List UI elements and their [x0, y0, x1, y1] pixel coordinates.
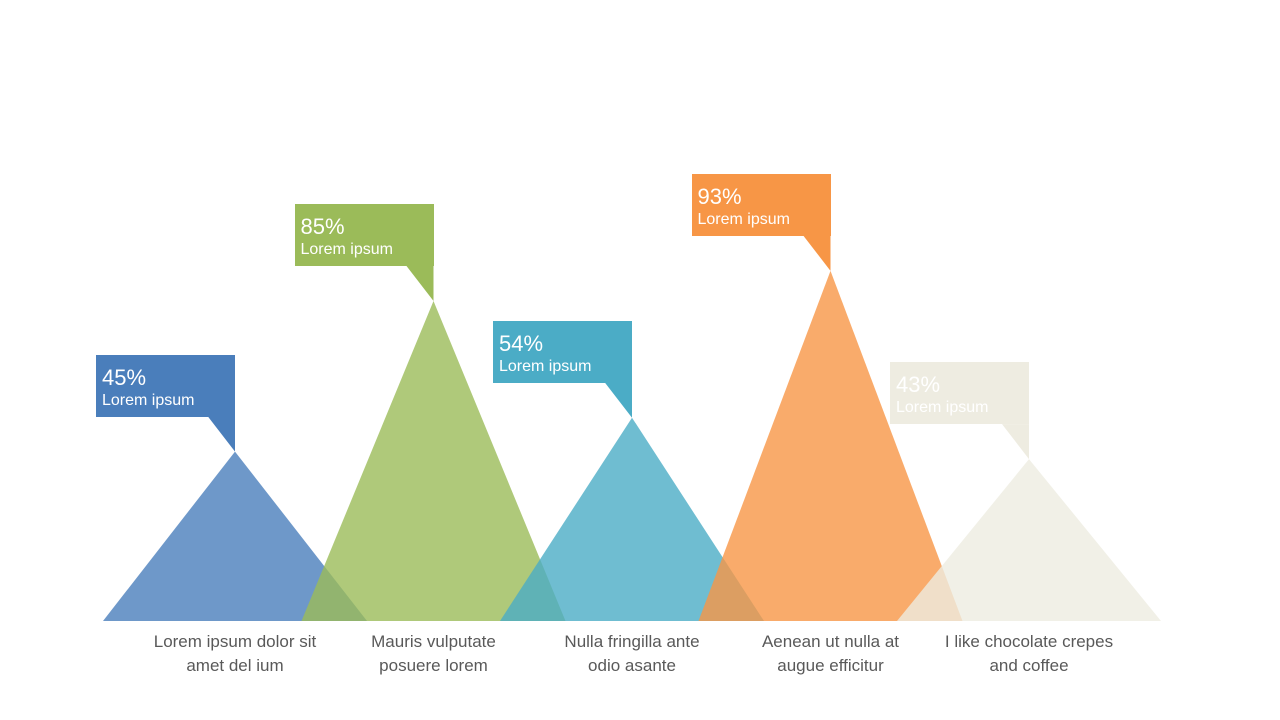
- peak-triangle: [897, 459, 1161, 621]
- caption-line: Mauris vulputate: [371, 632, 496, 651]
- callout-pointer: [406, 265, 434, 301]
- callout-subtitle: Lorem ipsum: [896, 399, 989, 417]
- value-label: 43%: [896, 372, 941, 398]
- caption-line: Lorem ipsum dolor sit: [153, 632, 317, 651]
- callout-54: 54% Lorem ipsum: [493, 320, 632, 383]
- value-label: 54%: [499, 330, 544, 356]
- callout-subtitle: Lorem ipsum: [300, 240, 393, 258]
- category-caption: Nulla fringilla ante odio asante: [532, 630, 732, 678]
- caption-line: and coffee: [989, 656, 1069, 675]
- peak-triangle: [698, 270, 963, 621]
- value-label: 93%: [697, 183, 742, 209]
- value-label: 45%: [102, 364, 147, 390]
- caption-line: Aenean ut nulla at: [761, 632, 900, 651]
- callout-43: 43% Lorem ipsum: [890, 362, 1029, 425]
- callout-subtitle: Lorem ipsum: [499, 357, 592, 375]
- callout-pointer: [605, 382, 632, 418]
- caption-line: Nulla fringilla ante: [564, 632, 700, 651]
- category-caption: Lorem ipsum dolor sit amet del ium: [135, 630, 335, 678]
- callout-pointer: [208, 416, 235, 452]
- caption-line: odio asante: [588, 656, 676, 675]
- caption-line: augue efficitur: [777, 656, 884, 675]
- category-caption: Mauris vulputate posuere lorem: [334, 630, 534, 678]
- peak-triangle: [301, 300, 566, 621]
- callout-45: 45% Lorem ipsum: [96, 354, 235, 417]
- caption-line: amet del ium: [186, 656, 284, 675]
- peak-triangle: [500, 417, 764, 621]
- caption-line: posuere lorem: [379, 656, 488, 675]
- callout-93: 93% Lorem ipsum: [691, 173, 831, 236]
- category-caption: I like chocolate crepes and coffee: [929, 630, 1129, 678]
- callout-pointer: [1002, 424, 1029, 460]
- callout-85: 85% Lorem ipsum: [294, 203, 434, 266]
- category-caption: Aenean ut nulla at augue efficitur: [731, 630, 931, 678]
- callout-subtitle: Lorem ipsum: [102, 391, 195, 409]
- callout-subtitle: Lorem ipsum: [697, 210, 790, 228]
- caption-line: I like chocolate crepes: [944, 632, 1114, 651]
- peak-triangle: [103, 451, 367, 621]
- callout-pointer: [803, 235, 831, 271]
- value-label: 85%: [300, 213, 345, 239]
